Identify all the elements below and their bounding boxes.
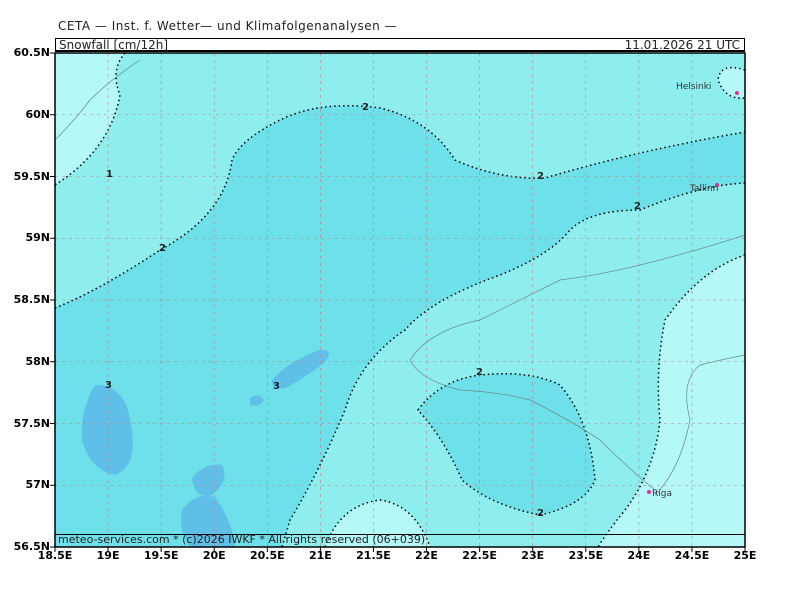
lon-label: 21E — [308, 549, 332, 562]
credit-bar: meteo-services.com * (c)2026 IWKF * All … — [55, 533, 745, 547]
field-lt1-nw — [55, 53, 125, 185]
city-marker-riga — [647, 490, 651, 494]
contour-label: 2 — [634, 201, 641, 212]
field-gt3-a — [81, 385, 133, 475]
field-2-3-south — [418, 373, 595, 515]
lat-label: 59N — [25, 231, 50, 245]
lat-label: 60.5N — [13, 46, 50, 59]
field-gt3-c — [250, 395, 264, 406]
graticule — [55, 53, 745, 547]
lon-label: 25E — [733, 549, 757, 562]
field-lt1-se — [598, 255, 745, 547]
lon-label: 24.5E — [674, 549, 710, 562]
lat-label: 58N — [25, 354, 50, 368]
city-label-helsinki: Helsinki — [676, 82, 712, 92]
contour-label: 2 — [537, 508, 544, 519]
lat-label: 59.5N — [13, 169, 50, 183]
title-bar: Snowfall [cm/12h] 11.01.2026 21 UTC — [55, 38, 745, 52]
city-marker-helsinki — [735, 91, 739, 95]
lat-label: 60N — [25, 107, 50, 121]
variable-label: Snowfall [cm/12h] — [59, 38, 169, 52]
field-2-3 — [55, 105, 745, 547]
lat-label: 56.5N — [13, 540, 50, 553]
city-label-riga: Riga — [652, 489, 672, 499]
valid-time: 11.01.2026 21 UTC — [624, 38, 740, 52]
lon-label: 21.5E — [356, 549, 391, 562]
axis-ticks — [50, 52, 746, 552]
lon-label: 22E — [415, 549, 438, 562]
lon-label: 20.5E — [249, 549, 285, 562]
lon-label: 19.5E — [143, 549, 179, 562]
lon-label: 24E — [627, 549, 651, 562]
city-marker-tallinn — [715, 183, 719, 187]
lon-label: 18.5E — [37, 549, 73, 562]
header-title: CETA — Inst. f. Wetter— und Klimafolgena… — [58, 19, 398, 33]
lon-label: 20E — [202, 549, 226, 562]
contour-label: 2 — [537, 171, 544, 182]
coastline-latvia — [654, 354, 745, 496]
lon-label: 19E — [96, 549, 120, 562]
field-lt1-ne — [718, 67, 745, 99]
field-gt3-d — [192, 464, 225, 496]
field-gt3-b — [271, 350, 329, 389]
contour-label: 2 — [476, 367, 483, 378]
coastline-estonia — [409, 234, 745, 491]
contour-label: 3 — [273, 381, 280, 392]
lat-label: 58.5N — [13, 293, 50, 306]
contour-label: 2 — [362, 102, 369, 113]
city-label-tallinn: Tallinn — [690, 184, 719, 194]
lon-label: 22.5E — [462, 549, 497, 562]
contour-label: 1 — [106, 169, 113, 180]
credit-text: meteo-services.com * (c)2026 IWKF * All … — [58, 533, 426, 546]
field-lt1-s — [325, 500, 430, 547]
contour-label: 2 — [159, 243, 166, 254]
lon-label: 23.5E — [568, 549, 604, 562]
lon-label: 23E — [521, 549, 545, 562]
lat-label: 57.5N — [13, 416, 50, 430]
coastline-sweden — [55, 59, 141, 141]
contour-label: 3 — [105, 380, 112, 391]
lat-label: 57N — [25, 478, 50, 492]
